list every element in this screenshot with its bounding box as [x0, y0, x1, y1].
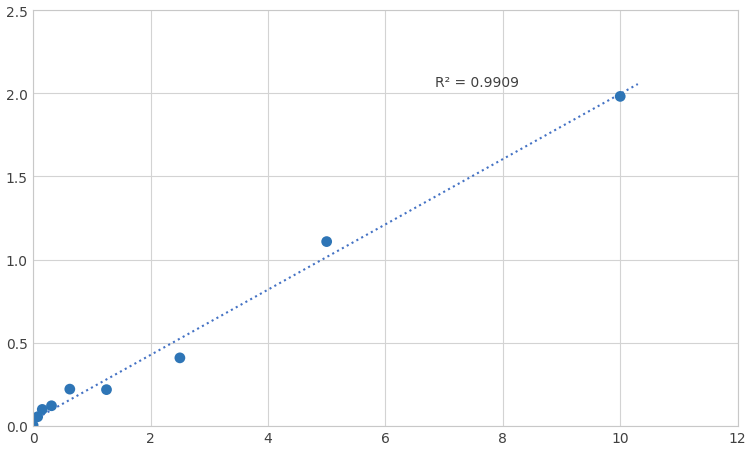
Point — [101, 386, 113, 393]
Point — [174, 354, 186, 362]
Text: R² = 0.9909: R² = 0.9909 — [435, 75, 520, 89]
Point — [27, 422, 39, 429]
Point — [614, 93, 626, 101]
Point — [64, 386, 76, 393]
Point — [320, 239, 332, 246]
Point — [45, 402, 57, 410]
Point — [36, 406, 48, 413]
Point — [32, 413, 44, 420]
